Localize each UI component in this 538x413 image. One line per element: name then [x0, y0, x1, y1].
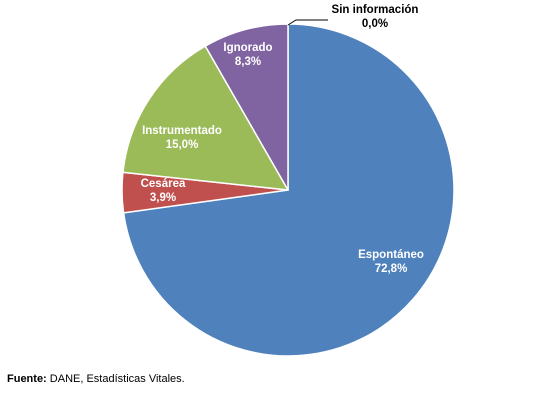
pie-slices [121, 23, 455, 357]
pie-slice-instrumentado [122, 45, 289, 191]
slice-value-instrumentado: 15,0% [166, 139, 199, 151]
slice-label-sin-informacion: Sin información [332, 4, 419, 16]
slice-label-cesarea: Cesárea [141, 178, 186, 190]
slice-label-instrumentado: Instrumentado [142, 125, 222, 137]
source-prefix: Fuente: [7, 373, 47, 385]
slice-label-espontaneo: Espontáneo [358, 249, 424, 261]
source-note: Fuente: DANE, Estadísticas Vitales. [7, 373, 185, 385]
slice-value-cesarea: 3,9% [150, 192, 176, 204]
slice-value-ignorado: 8,3% [235, 56, 261, 68]
pie-slice-ignorado [204, 23, 289, 191]
pie-slice-espontaneo [122, 23, 455, 357]
pie-labels: Sin información 0,0% Espontáneo 72,8% Cesáre… [141, 4, 424, 275]
slice-value-espontaneo: 72,8% [375, 263, 408, 275]
slice-label-ignorado: Ignorado [223, 42, 272, 54]
slice-value-sin-informacion: 0,0% [362, 18, 388, 30]
source-text: DANE, Estadísticas Vitales. [46, 373, 185, 385]
leader-line-sin-informacion [287, 19, 328, 26]
